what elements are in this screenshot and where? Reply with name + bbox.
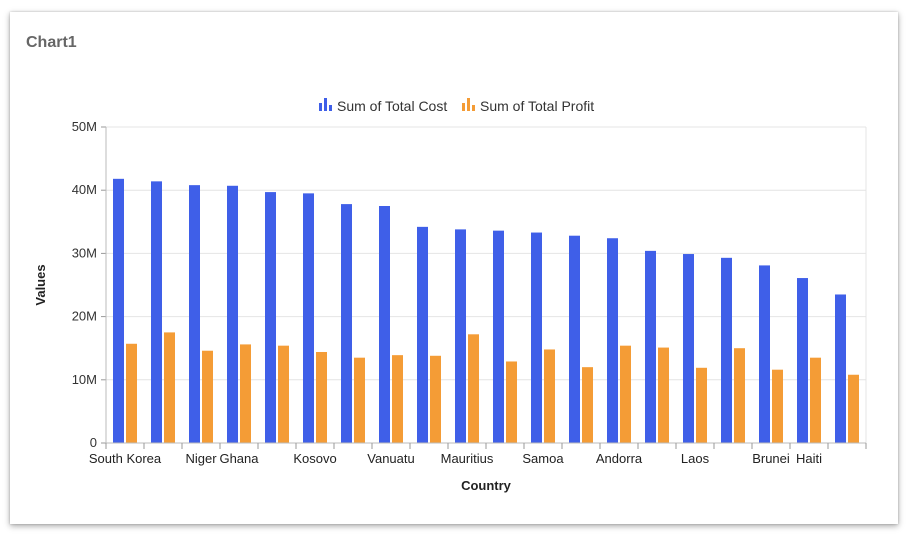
y-tick-label: 40M [72,182,97,197]
bar-total-profit [392,355,403,443]
bar-total-profit [772,369,783,443]
x-tick-label: Vanuatu [367,451,414,466]
bar-total-profit [430,355,441,443]
legend-item: Sum of Total Cost [319,98,447,114]
bar-total-cost [455,229,466,443]
x-tick-label: Kosovo [293,451,336,466]
bar-total-cost [227,185,238,443]
chart-title: Chart1 [26,34,77,51]
x-axis-title: Country [461,478,512,493]
bar-total-cost [759,265,770,443]
legend-label: Sum of Total Cost [337,98,447,114]
bar-total-profit [240,344,251,443]
legend: Sum of Total Cost Sum of Total Profit [319,98,594,114]
y-tick-label: 50M [72,119,97,134]
icon-bar [472,105,475,111]
x-tick-label: Andorra [596,451,643,466]
x-tick-label: South Korea [89,451,162,466]
bar-total-profit [544,349,555,443]
bar-total-cost [721,257,732,443]
bar-total-profit [354,357,365,443]
icon-bar [462,103,465,111]
bar-total-profit [202,350,213,443]
bar-total-cost [607,238,618,443]
bar-total-profit [658,347,669,443]
bar-total-cost [531,232,542,443]
bar-total-cost [113,178,124,443]
icon-bar [329,105,332,111]
bar-total-profit [278,345,289,443]
bar-total-cost [493,230,504,443]
bar-total-cost [303,193,314,443]
x-tick-label: Laos [681,451,710,466]
bar-total-profit [316,351,327,443]
bar-total-profit [696,367,707,443]
icon-bar [324,98,327,111]
gridlines [106,126,867,444]
bar-total-cost [417,226,428,443]
bars [113,178,859,444]
bar-total-cost [341,204,352,443]
y-tick-label: 20M [72,309,97,324]
bar-total-profit [506,361,517,443]
x-tick-label: Samoa [522,451,564,466]
y-tick-label: 10M [72,372,97,387]
bar-total-profit [620,345,631,443]
bar-total-cost [683,254,694,443]
legend-label: Sum of Total Profit [480,98,594,114]
x-tick-label: Brunei [752,451,790,466]
legend-item: Sum of Total Profit [462,98,594,114]
bar-chart-icon [462,98,475,111]
bar-total-cost [797,278,808,443]
bar-total-cost [835,294,846,443]
icon-bar [319,103,322,111]
bar-total-cost [645,250,656,443]
bar-total-profit [164,332,175,443]
x-tick-label: Niger [185,451,217,466]
bar-total-cost [379,206,390,443]
bar-chart-icon [319,98,332,111]
axes: 0 10M 20M 30M 40M 50M South Korea Niger Ghana Kos… [33,119,867,493]
bar-total-cost [569,235,580,443]
bar-total-profit [582,367,593,443]
bar-total-profit [810,357,821,443]
icon-bar [467,98,470,111]
y-axis-title: Values [33,264,48,305]
x-tick-label: Mauritius [441,451,494,466]
y-tick-label: 0 [90,435,97,450]
x-tick-label: Ghana [219,451,259,466]
bar-total-cost [265,192,276,443]
bar-total-cost [151,181,162,444]
x-tick-label: Haiti [796,451,822,466]
bar-total-profit [126,343,137,443]
bar-total-profit [468,334,479,443]
bar-total-profit [848,374,859,443]
bar-total-profit [734,348,745,443]
bar-total-cost [189,185,200,444]
y-tick-label: 30M [72,245,97,260]
